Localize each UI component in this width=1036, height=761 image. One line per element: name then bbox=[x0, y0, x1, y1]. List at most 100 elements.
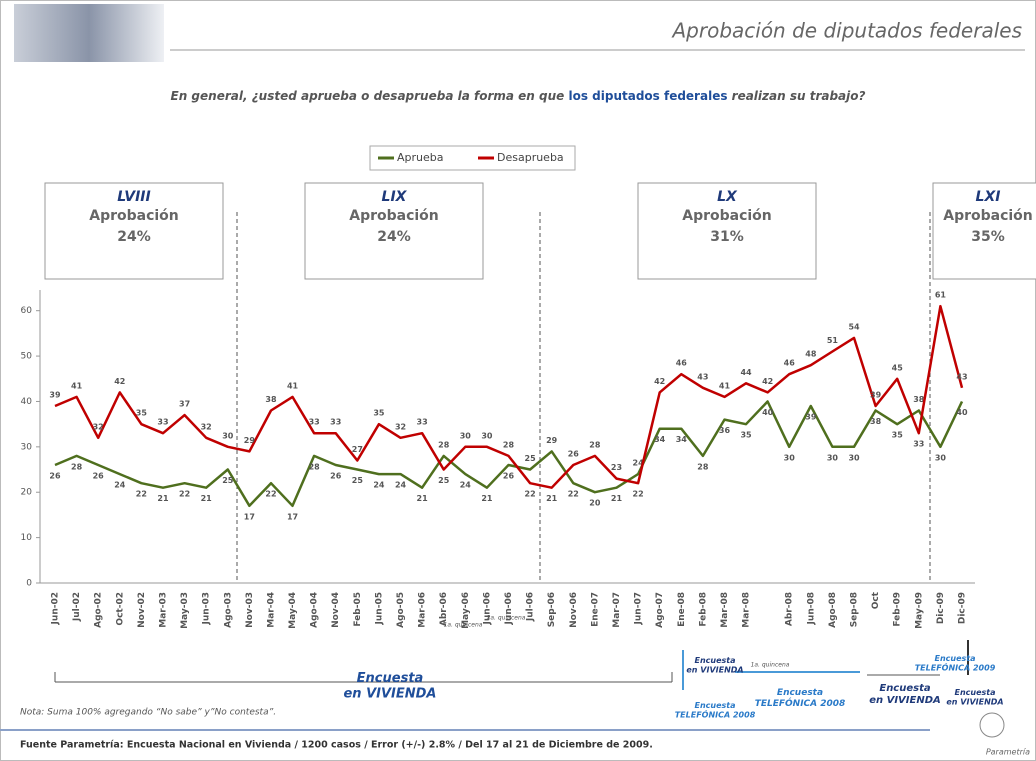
value-label: 33 bbox=[330, 418, 341, 427]
x-tick-label: Nov-03 bbox=[245, 592, 255, 628]
x-tick-label: Mar-04 bbox=[266, 592, 276, 628]
x-tick-label: Sep-06 bbox=[547, 592, 557, 627]
question-part: En general, ¿usted aprueba o desaprueba … bbox=[171, 89, 565, 103]
survey-line: Encuesta bbox=[777, 688, 823, 698]
x-tick-label: Ago-02 bbox=[94, 592, 104, 628]
value-label: 41 bbox=[287, 381, 299, 390]
value-label: 39 bbox=[49, 391, 61, 400]
value-label: 24 bbox=[633, 459, 645, 468]
value-label: 28 bbox=[589, 440, 601, 449]
value-label: 21 bbox=[201, 494, 213, 503]
value-label: 21 bbox=[611, 494, 623, 503]
period-box bbox=[304, 182, 484, 280]
question-emphasis: los diputados federales bbox=[568, 89, 727, 103]
x-tick-label: Dic-09 bbox=[936, 592, 946, 624]
period-label: Aprobación bbox=[89, 208, 179, 224]
annotation: 1a. quincena bbox=[751, 662, 790, 669]
encuesta-vivienda: Encuesta en VIVIENDA bbox=[946, 688, 1003, 707]
legend-label: Desaprueba bbox=[497, 151, 564, 164]
encuesta-telefonica: Encuesta TELEFÓNICA 2009 bbox=[915, 654, 996, 673]
x-tick-label: Ago-04 bbox=[310, 592, 320, 628]
x-tick-label: Mar-08 bbox=[742, 592, 752, 628]
x-tick-label: Nov-04 bbox=[331, 592, 341, 628]
value-label: 46 bbox=[676, 359, 688, 368]
value-label: 48 bbox=[805, 350, 817, 359]
value-label: 24 bbox=[460, 481, 472, 490]
period-name: LVIII bbox=[117, 189, 150, 205]
period-name: LIX bbox=[382, 189, 408, 205]
period-box bbox=[637, 182, 817, 280]
x-tick-label: May-06 bbox=[461, 592, 471, 629]
x-tick-label: Ago-03 bbox=[223, 592, 233, 628]
y-tick-label: 50 bbox=[21, 352, 33, 362]
encuesta-telefonica: Encuesta TELEFÓNICA 2008 bbox=[755, 688, 846, 709]
value-label: 41 bbox=[71, 381, 83, 390]
period-name: LX bbox=[717, 189, 738, 205]
x-tick-label: Mar-06 bbox=[418, 592, 428, 628]
value-label: 46 bbox=[784, 359, 796, 368]
question: En general, ¿usted aprueba o desaprueba … bbox=[171, 89, 866, 103]
x-tick-label: Ago-08 bbox=[828, 592, 838, 628]
encuesta-vivienda: Encuesta en VIVIENDA bbox=[686, 656, 743, 675]
survey-line: en VIVIENDA bbox=[946, 697, 1003, 706]
x-tick-label: Mar-03 bbox=[158, 592, 168, 628]
value-label: 21 bbox=[481, 494, 493, 503]
x-tick-label: Oct-02 bbox=[115, 592, 125, 626]
value-label: 44 bbox=[740, 368, 752, 377]
y-tick-label: 20 bbox=[21, 488, 33, 498]
y-tick-label: 30 bbox=[21, 442, 33, 452]
value-label: 36 bbox=[719, 426, 731, 435]
value-label: 28 bbox=[697, 462, 709, 471]
value-label: 45 bbox=[892, 363, 904, 372]
period-value: 35% bbox=[971, 229, 1005, 245]
y-tick-label: 10 bbox=[21, 533, 33, 543]
value-label: 30 bbox=[784, 453, 796, 462]
x-tick-label: Mar-08 bbox=[720, 592, 730, 628]
value-label: 25 bbox=[438, 476, 450, 485]
value-label: 26 bbox=[568, 450, 580, 459]
value-label: 33 bbox=[157, 418, 168, 427]
value-label: 20 bbox=[589, 499, 601, 508]
x-tick-label: Feb-09 bbox=[893, 592, 903, 627]
x-tick-label: Nov-06 bbox=[569, 592, 579, 628]
value-label: 43 bbox=[956, 372, 967, 381]
value-label: 28 bbox=[309, 462, 321, 471]
value-label: 54 bbox=[848, 322, 860, 331]
encuesta-vivienda: Encuesta en VIVIENDA bbox=[869, 683, 941, 706]
value-label: 26 bbox=[330, 472, 342, 481]
x-tick-label: May-09 bbox=[914, 592, 924, 629]
value-label: 24 bbox=[114, 481, 126, 490]
value-label: 29 bbox=[546, 436, 558, 445]
value-label: 38 bbox=[913, 395, 925, 404]
value-label: 30 bbox=[827, 453, 839, 462]
value-label: 21 bbox=[546, 494, 558, 503]
x-tick-label: Abr-06 bbox=[439, 592, 449, 626]
period-label: Aprobación bbox=[349, 208, 439, 224]
x-tick-label: Jun-06 bbox=[482, 592, 492, 625]
value-label: 21 bbox=[417, 494, 429, 503]
value-label: 17 bbox=[287, 512, 298, 521]
y-tick-label: 0 bbox=[26, 579, 32, 589]
x-tick-label: Jun-08 bbox=[806, 592, 816, 625]
value-label: 30 bbox=[460, 431, 472, 440]
value-label: 39 bbox=[805, 413, 817, 422]
survey-line: Encuesta bbox=[934, 654, 975, 663]
period-box bbox=[932, 182, 1036, 280]
value-label: 34 bbox=[654, 435, 666, 444]
value-label: 22 bbox=[179, 490, 190, 499]
value-label: 32 bbox=[93, 422, 104, 431]
value-label: 40 bbox=[762, 408, 774, 417]
value-label: 30 bbox=[222, 431, 234, 440]
value-label: 35 bbox=[373, 409, 385, 418]
series-line bbox=[54, 304, 964, 489]
survey-line: TELEFÓNICA 2008 bbox=[755, 696, 846, 708]
value-label: 39 bbox=[870, 391, 882, 400]
legend-box bbox=[369, 145, 576, 171]
value-label: 28 bbox=[438, 440, 450, 449]
note: Nota: Suma 100% agregando “No sabe” y”No… bbox=[20, 708, 276, 718]
value-label: 29 bbox=[244, 436, 256, 445]
value-label: 33 bbox=[309, 418, 320, 427]
value-label: 43 bbox=[697, 372, 708, 381]
